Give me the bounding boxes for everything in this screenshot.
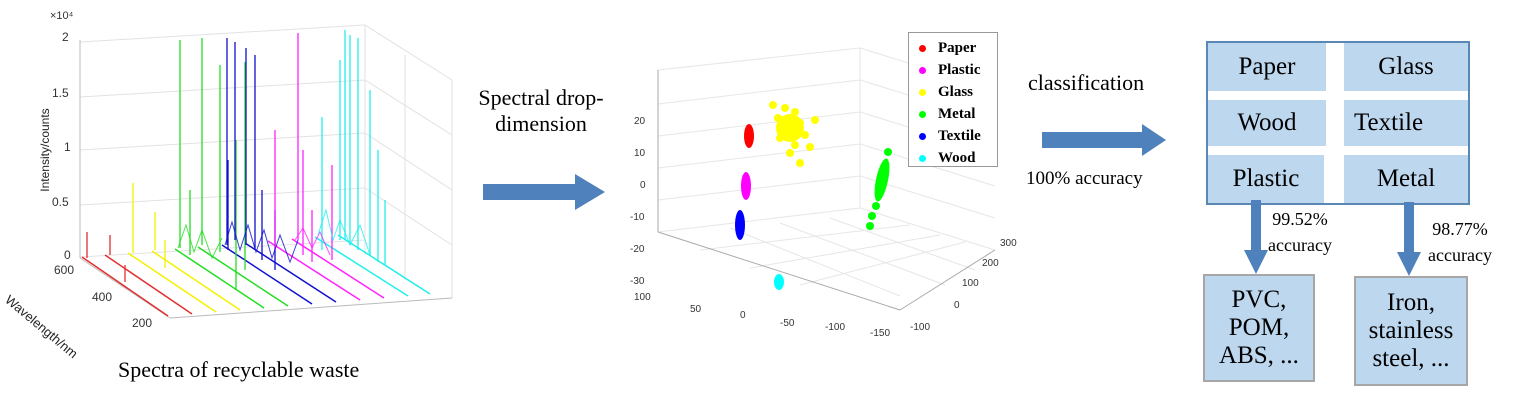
arrow-down-icon <box>1244 200 1268 274</box>
class-cell-textile: Textile <box>1344 100 1468 146</box>
legend-dot-icon <box>919 133 926 141</box>
plastic-subclass-accuracy: 99.52% accuracy <box>1268 209 1332 255</box>
class-grid: Paper Glass Wood Textile Plastic Metal <box>1206 41 1470 205</box>
class-cell-paper: Paper <box>1208 43 1326 91</box>
legend-dot-icon <box>919 155 926 163</box>
ytick-1: 1 <box>64 140 71 154</box>
ytick-300: 300 <box>1000 238 1017 249</box>
legend-item-wood: Wood <box>919 147 981 169</box>
class-cell-plastic: Plastic <box>1208 155 1324 203</box>
scatter-legend: Paper Plastic Glass Metal Textile Wood <box>908 32 998 167</box>
ytick-0: 0 <box>954 300 960 311</box>
ytick-0: 0 <box>64 248 71 262</box>
ztick-neg20: -20 <box>630 244 645 255</box>
ytick-neg100: -100 <box>910 322 931 333</box>
legend-item-plastic: Plastic <box>919 59 981 81</box>
ytick-0-5: 0.5 <box>52 195 69 209</box>
legend-item-textile: Textile <box>919 125 981 147</box>
spectra-caption: Spectra of recyclable waste <box>118 357 360 382</box>
ztick-0: 0 <box>640 180 646 191</box>
xtick-neg150: -150 <box>870 328 891 339</box>
scatter-plot-svg <box>657 47 996 311</box>
classification-label: classification <box>1028 70 1145 95</box>
scatter-plot: 20 10 0 -10 -20 -30 100 50 0 -50 -100 -1… <box>620 20 1020 340</box>
xtick-400: 400 <box>92 290 113 304</box>
xtick-50: 50 <box>690 304 702 315</box>
metal-subclass-accuracy: 98.77% accuracy <box>1428 219 1492 265</box>
classification-accuracy: 100% accuracy <box>1026 168 1143 189</box>
ztick-neg30: -30 <box>630 276 645 287</box>
class-cell-glass: Glass <box>1344 43 1468 91</box>
legend-dot-icon <box>919 67 926 75</box>
legend-dot-icon <box>919 111 926 119</box>
legend-dot-icon <box>919 89 926 97</box>
legend-item-glass: Glass <box>919 81 981 103</box>
spectra-plot: ×10⁴ 2 1.5 1 0.5 0 Intensity/counts 600 … <box>0 0 470 361</box>
class-cell-wood: Wood <box>1208 100 1326 146</box>
ytick-1-5: 1.5 <box>52 86 69 100</box>
ytick-2: 2 <box>62 30 69 44</box>
metal-subclass-box: Iron, stainless steel, ... <box>1354 276 1468 386</box>
ztick-20: 20 <box>634 116 646 127</box>
legend-item-metal: Metal <box>919 103 981 125</box>
ztick-10: 10 <box>634 148 646 159</box>
y-axis-label: Intensity/counts <box>38 108 52 192</box>
xtick-0: 0 <box>740 310 746 321</box>
xtick-600: 600 <box>54 263 75 277</box>
arrow-right-icon <box>483 174 605 210</box>
drop-dimension-line2: dimension <box>495 111 587 136</box>
ytick-100: 100 <box>962 278 979 289</box>
xtick-200: 200 <box>132 316 153 330</box>
drop-dimension-line1: Spectral drop- <box>478 85 604 110</box>
exponent-label: ×10⁴ <box>50 10 74 22</box>
plastic-subclass-box: PVC, POM, ABS, ... <box>1203 274 1315 382</box>
ytick-200: 200 <box>982 258 999 269</box>
spectra-plot-svg <box>79 24 453 319</box>
class-cell-metal: Metal <box>1344 155 1468 203</box>
ztick-neg10: -10 <box>630 212 645 223</box>
arrow-down-icon <box>1397 202 1421 276</box>
drop-dimension-label: Spectral drop- dimension <box>466 85 616 137</box>
arrow-right-icon <box>1042 124 1166 156</box>
xtick-100: 100 <box>634 292 651 303</box>
xtick-neg100: -100 <box>825 322 846 333</box>
legend-item-paper: Paper <box>919 37 981 59</box>
legend-dot-icon <box>919 45 926 53</box>
xtick-neg50: -50 <box>780 318 795 329</box>
